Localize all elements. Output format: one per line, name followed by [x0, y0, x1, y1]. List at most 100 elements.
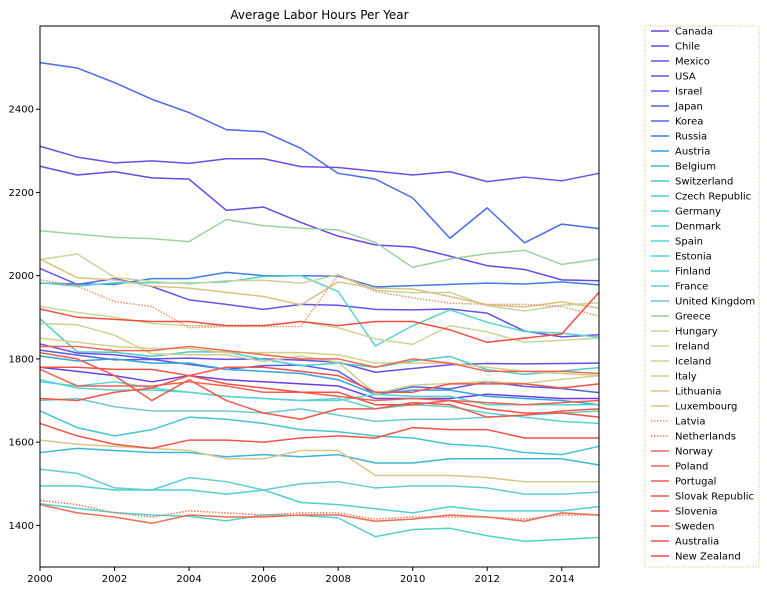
legend-frame	[644, 25, 760, 568]
y-tick-label: 2000	[9, 271, 34, 282]
legend-label: Sweden	[675, 522, 715, 533]
legend-label: Mexico	[675, 57, 710, 68]
legend-label: Netherlands	[675, 432, 736, 443]
legend-item: Sweden	[651, 522, 715, 533]
legend-label: Iceland	[675, 357, 711, 368]
legend-item: Greece	[651, 312, 711, 323]
legend-label: Czech Republic	[675, 192, 751, 203]
legend-item: Korea	[651, 117, 703, 128]
legend-label: Spain	[675, 237, 703, 248]
series-line	[39, 447, 600, 466]
x-tick-label: 2002	[102, 574, 127, 585]
legend-label: Finland	[675, 267, 711, 278]
legend-label: Germany	[675, 207, 721, 218]
y-tick-label: 2200	[9, 188, 34, 199]
series-line	[39, 397, 600, 423]
series-line	[39, 351, 600, 421]
series-line	[39, 499, 599, 520]
legend-label: Portugal	[675, 477, 716, 488]
legend-item: Latvia	[651, 417, 705, 428]
legend-item: Norway	[651, 447, 713, 458]
legend-item: Russia	[651, 132, 707, 143]
series-line	[39, 366, 599, 400]
legend-item: Slovenia	[651, 507, 718, 518]
x-axis: 2000 2002 2004 2006 2008 2010 2012 2014	[27, 567, 574, 585]
legend-label: Luxembourg	[675, 402, 737, 413]
chart-title: Average Labor Hours Per Year	[230, 8, 408, 22]
series-line	[39, 337, 600, 377]
x-tick-label: 2004	[176, 574, 201, 585]
legend-item: Lithuania	[651, 387, 721, 398]
x-tick-label: 2008	[325, 574, 350, 585]
legend-item: Canada	[651, 27, 713, 38]
legend-item: Poland	[651, 462, 708, 473]
series-layer	[39, 61, 600, 542]
legend-item: Luxembourg	[651, 402, 737, 413]
legend-label: Switzerland	[675, 177, 733, 188]
legend-label: Belgium	[675, 162, 716, 173]
legend-label: USA	[675, 72, 696, 83]
legend-label: Ireland	[675, 342, 710, 353]
legend-item: Finland	[651, 267, 711, 278]
legend-label: Lithuania	[675, 387, 721, 398]
series-line	[39, 343, 600, 373]
legend-label: France	[675, 282, 708, 293]
legend-item: Mexico	[651, 57, 710, 68]
legend-item: Hungary	[651, 327, 718, 338]
series-line	[39, 410, 600, 456]
legend-item: Netherlands	[651, 432, 736, 443]
legend-item: Australia	[651, 537, 719, 548]
series-line	[39, 274, 600, 347]
legend-item: Denmark	[651, 222, 721, 233]
series-line	[39, 368, 600, 406]
legend-item: Switzerland	[651, 177, 733, 188]
legend-label: Hungary	[675, 327, 718, 338]
legend-label: Slovak Republic	[675, 492, 754, 503]
legend-label: Russia	[675, 132, 707, 143]
series-line	[39, 355, 600, 406]
series-line	[40, 485, 600, 514]
y-tick-label: 1400	[9, 521, 34, 532]
legend-item: France	[651, 282, 708, 293]
legend-label: Latvia	[675, 417, 705, 428]
x-tick-label: 2010	[400, 574, 425, 585]
legend-label: Japan	[674, 102, 703, 113]
legend-item: Czech Republic	[651, 192, 751, 203]
legend-label: Estonia	[675, 252, 712, 263]
series-line	[39, 61, 600, 244]
series-line	[39, 439, 599, 483]
series-line	[40, 345, 600, 375]
legend-label: New Zealand	[675, 552, 741, 563]
series-line	[39, 253, 600, 312]
legend-item: USA	[651, 72, 696, 83]
legend-label: Denmark	[675, 222, 721, 233]
series-line	[39, 502, 600, 542]
legend-label: United Kingdom	[675, 297, 755, 308]
legend-item: Ireland	[651, 342, 710, 353]
legend-item: Austria	[651, 147, 710, 158]
x-tick-label: 2014	[549, 574, 574, 585]
legend-label: Italy	[675, 372, 697, 383]
legend-item: Spain	[651, 237, 703, 248]
y-tick-label: 1600	[9, 438, 34, 449]
legend-label: Israel	[675, 87, 702, 98]
series-line	[39, 381, 599, 406]
series-line	[39, 274, 600, 329]
series-line	[40, 366, 600, 418]
series-line	[39, 258, 600, 309]
legend-item: Slovak Republic	[651, 492, 754, 503]
x-tick-label: 2000	[27, 574, 52, 585]
legend-item: Belgium	[651, 162, 716, 173]
legend-item: Estonia	[651, 252, 712, 263]
legend-label: Australia	[675, 537, 719, 548]
series-line	[39, 366, 600, 402]
x-tick-label: 2012	[474, 574, 499, 585]
series-line	[39, 271, 600, 288]
legend-item: United Kingdom	[651, 297, 755, 308]
legend-label: Canada	[675, 27, 713, 38]
legend-item: Germany	[651, 207, 721, 218]
legend-item: Italy	[651, 372, 697, 383]
legend-item: Iceland	[651, 357, 711, 368]
series-line	[39, 468, 600, 495]
